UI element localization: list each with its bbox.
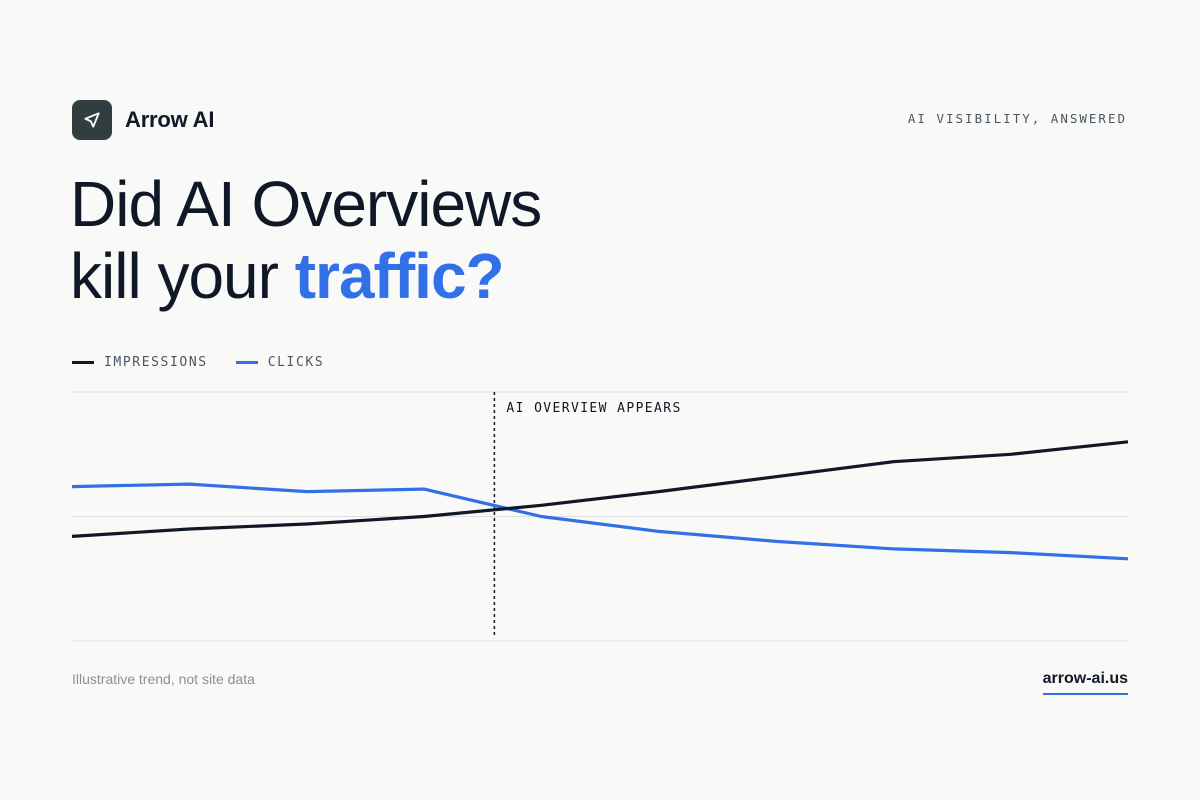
headline-line-1: Did AI Overviews [70, 168, 542, 240]
legend-label-impressions: IMPRESSIONS [104, 355, 208, 370]
legend-label-clicks: CLICKS [267, 355, 325, 370]
event-marker-label: AI OVERVIEW APPEARS [506, 401, 681, 416]
series-line-clicks [71, 482, 1129, 561]
headline-line-2-prefix: kill your [70, 240, 295, 312]
series-line-impressions [71, 440, 1129, 538]
headline: Did AI Overviews kill your traffic? [70, 168, 542, 312]
brand-name: Arrow AI [125, 107, 215, 132]
legend-item-impressions: IMPRESSIONS [72, 355, 208, 370]
legend-swatch-clicks [235, 361, 258, 364]
tagline: AI VISIBILITY, ANSWERED [907, 111, 1127, 126]
legend-item-clicks: CLICKS [235, 355, 325, 370]
chart-legend: IMPRESSIONS CLICKS [72, 355, 324, 370]
legend-swatch-impressions [72, 361, 94, 364]
logo [72, 100, 112, 140]
paper-plane-icon [84, 112, 100, 128]
brand: Arrow AI [72, 100, 214, 140]
footnote: Illustrative trend, not site data [72, 671, 255, 687]
headline-accent: traffic? [294, 240, 505, 312]
site-link[interactable]: arrow-ai.us [1042, 670, 1128, 695]
